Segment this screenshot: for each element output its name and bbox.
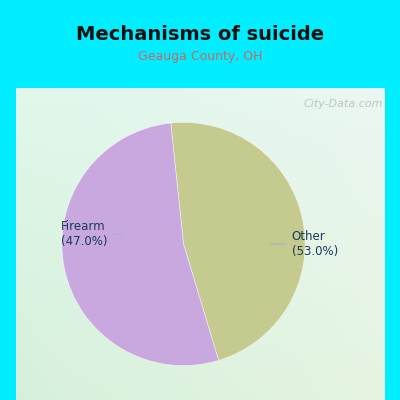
Wedge shape xyxy=(62,123,219,366)
Text: Other
(53.0%): Other (53.0%) xyxy=(270,230,338,258)
Wedge shape xyxy=(171,122,305,360)
Text: Mechanisms of suicide: Mechanisms of suicide xyxy=(76,24,324,44)
Text: Geauga County, OH: Geauga County, OH xyxy=(138,50,262,63)
Text: City-Data.com: City-Data.com xyxy=(304,99,384,109)
Text: Firearm
(47.0%): Firearm (47.0%) xyxy=(61,220,122,248)
